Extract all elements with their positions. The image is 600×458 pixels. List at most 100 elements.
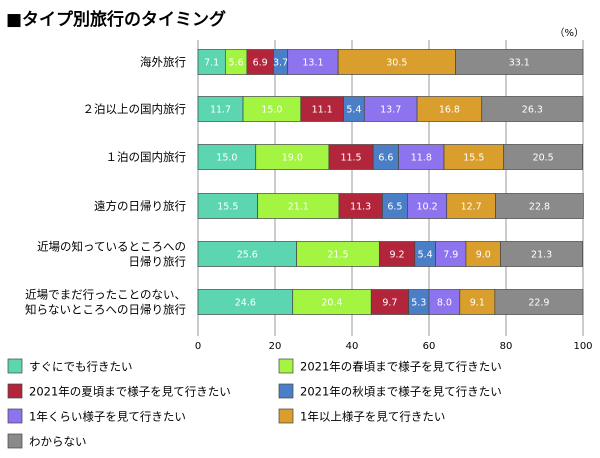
legend-swatch bbox=[7, 383, 23, 399]
bar-segment bbox=[338, 193, 383, 219]
data-label: 5.4 bbox=[346, 105, 361, 116]
tick-label: 60 bbox=[423, 341, 436, 352]
data-label: 33.1 bbox=[509, 58, 530, 69]
data-label: 9.0 bbox=[476, 250, 491, 261]
bar-segment bbox=[503, 144, 583, 170]
legend-swatch bbox=[7, 433, 23, 449]
data-label: 13.7 bbox=[380, 105, 401, 116]
legend-label: 2021年の春頃まで様子を見て行きたい bbox=[300, 360, 502, 374]
legend-label: わからない bbox=[29, 435, 87, 449]
category-label: 知らないところへの日帰り旅行 bbox=[25, 303, 186, 317]
category-label: 海外旅行 bbox=[140, 55, 186, 69]
legend-label: 1年以上様子を見て行きたい bbox=[300, 410, 445, 424]
data-label: 21.5 bbox=[327, 250, 348, 261]
data-label: 30.5 bbox=[386, 58, 407, 69]
data-label: 7.9 bbox=[443, 250, 458, 261]
bar-segment bbox=[242, 96, 302, 122]
data-label: 7.1 bbox=[204, 58, 219, 69]
tick-label: 80 bbox=[500, 341, 513, 352]
bar-segment bbox=[446, 193, 496, 219]
data-label: 5.4 bbox=[418, 250, 433, 261]
tick-label: 100 bbox=[573, 341, 592, 352]
bar-segment bbox=[296, 241, 380, 267]
legend-label: すぐにでも行きたい bbox=[29, 360, 133, 374]
tick-label: 20 bbox=[269, 341, 282, 352]
data-label: 8.0 bbox=[437, 298, 452, 309]
gridlines bbox=[197, 40, 584, 336]
category-labels: 海外旅行 ２泊以上の国内旅行 １泊の国内旅行遠方の日帰り旅行近場の知っているところへ… bbox=[25, 55, 186, 317]
data-label: 9.7 bbox=[382, 298, 397, 309]
legend-swatch bbox=[278, 383, 294, 399]
data-label: 25.6 bbox=[237, 250, 258, 261]
category-label: 近場でまだ行ったことのない、 bbox=[25, 288, 186, 302]
bar-segment bbox=[246, 49, 274, 75]
data-label: 3.7 bbox=[273, 58, 288, 69]
data-label: 19.0 bbox=[282, 153, 303, 164]
bar-segment bbox=[197, 96, 244, 122]
data-label: 21.3 bbox=[531, 250, 552, 261]
legend-label: 1年くらい様子を見て行きたい bbox=[29, 410, 186, 424]
data-label: 6.9 bbox=[253, 58, 268, 69]
legend-swatch bbox=[7, 358, 23, 374]
bar-segment bbox=[459, 289, 496, 315]
tick-label: 40 bbox=[346, 341, 359, 352]
data-label: 20.4 bbox=[321, 298, 342, 309]
data-label: 12.7 bbox=[461, 202, 482, 213]
data-label: 20.5 bbox=[533, 153, 554, 164]
bar-segment bbox=[287, 49, 339, 75]
data-label: 16.8 bbox=[439, 105, 460, 116]
data-label: 15.5 bbox=[217, 202, 238, 213]
data-label: 24.6 bbox=[235, 298, 256, 309]
legend-swatch bbox=[7, 408, 23, 424]
bar-segment bbox=[328, 144, 374, 170]
bar-segment bbox=[428, 289, 461, 315]
data-label: 13.1 bbox=[302, 58, 323, 69]
bar-segment bbox=[363, 96, 418, 122]
data-label: 5.6 bbox=[229, 58, 244, 69]
bar-segment bbox=[455, 49, 584, 75]
data-label: 9.1 bbox=[470, 298, 485, 309]
legend: すぐにでも行きたい 2021年の春頃まで様子を見て行きたい 2021年の夏頃まで様子… bbox=[7, 358, 502, 449]
chart-title: ■タイプ別旅行のタイミング bbox=[6, 9, 226, 30]
bar-segment bbox=[378, 241, 416, 267]
data-label: 6.6 bbox=[378, 153, 393, 164]
x-axis-ticks: 0 20 40 60 80 100 bbox=[195, 341, 593, 352]
data-label: 5.3 bbox=[411, 298, 426, 309]
bar-segment bbox=[255, 144, 330, 170]
bar-segment bbox=[257, 193, 340, 219]
category-label: 日帰り旅行 bbox=[129, 255, 187, 269]
tick-label: 0 bbox=[195, 341, 201, 352]
data-label: 15.0 bbox=[216, 153, 237, 164]
data-label: 11.1 bbox=[312, 105, 333, 116]
data-label: 26.3 bbox=[522, 105, 543, 116]
legend-swatch bbox=[278, 408, 294, 424]
bar-segment bbox=[292, 289, 372, 315]
data-label: 15.0 bbox=[261, 105, 282, 116]
unit-label: （%） bbox=[554, 27, 584, 39]
bar-segment bbox=[197, 144, 257, 170]
data-label: 22.9 bbox=[528, 298, 549, 309]
legend-label: 2021年の夏頃まで様子を見て行きたい bbox=[29, 385, 231, 399]
data-label: 15.5 bbox=[463, 153, 484, 164]
legend-swatch bbox=[278, 358, 294, 374]
data-label: 11.3 bbox=[350, 202, 371, 213]
data-label: 10.2 bbox=[416, 202, 437, 213]
data-label: 11.8 bbox=[411, 153, 432, 164]
category-label: 遠方の日帰り旅行 bbox=[94, 199, 186, 213]
category-label: ２泊以上の国内旅行 bbox=[83, 102, 187, 116]
bar-segment bbox=[197, 193, 259, 219]
bar-segment bbox=[443, 144, 505, 170]
bars: 7.1 5.6 6.9 3.7 13.1 30.5 33.1 11.7 15.0 11.1 5.4 1… bbox=[197, 49, 584, 315]
bar-segment bbox=[500, 241, 583, 267]
bar-segment bbox=[494, 289, 584, 315]
bar-segment bbox=[481, 96, 584, 122]
data-label: 21.1 bbox=[288, 202, 309, 213]
bar-segment bbox=[407, 193, 448, 219]
legend-label: 2021年の秋頃まで様子を見て行きたい bbox=[300, 385, 502, 399]
data-label: 22.8 bbox=[529, 202, 550, 213]
category-label: １泊の国内旅行 bbox=[106, 150, 187, 164]
category-label: 近場の知っているところへの bbox=[37, 240, 186, 254]
bar-segment bbox=[435, 241, 467, 267]
bar-segment bbox=[337, 49, 456, 75]
